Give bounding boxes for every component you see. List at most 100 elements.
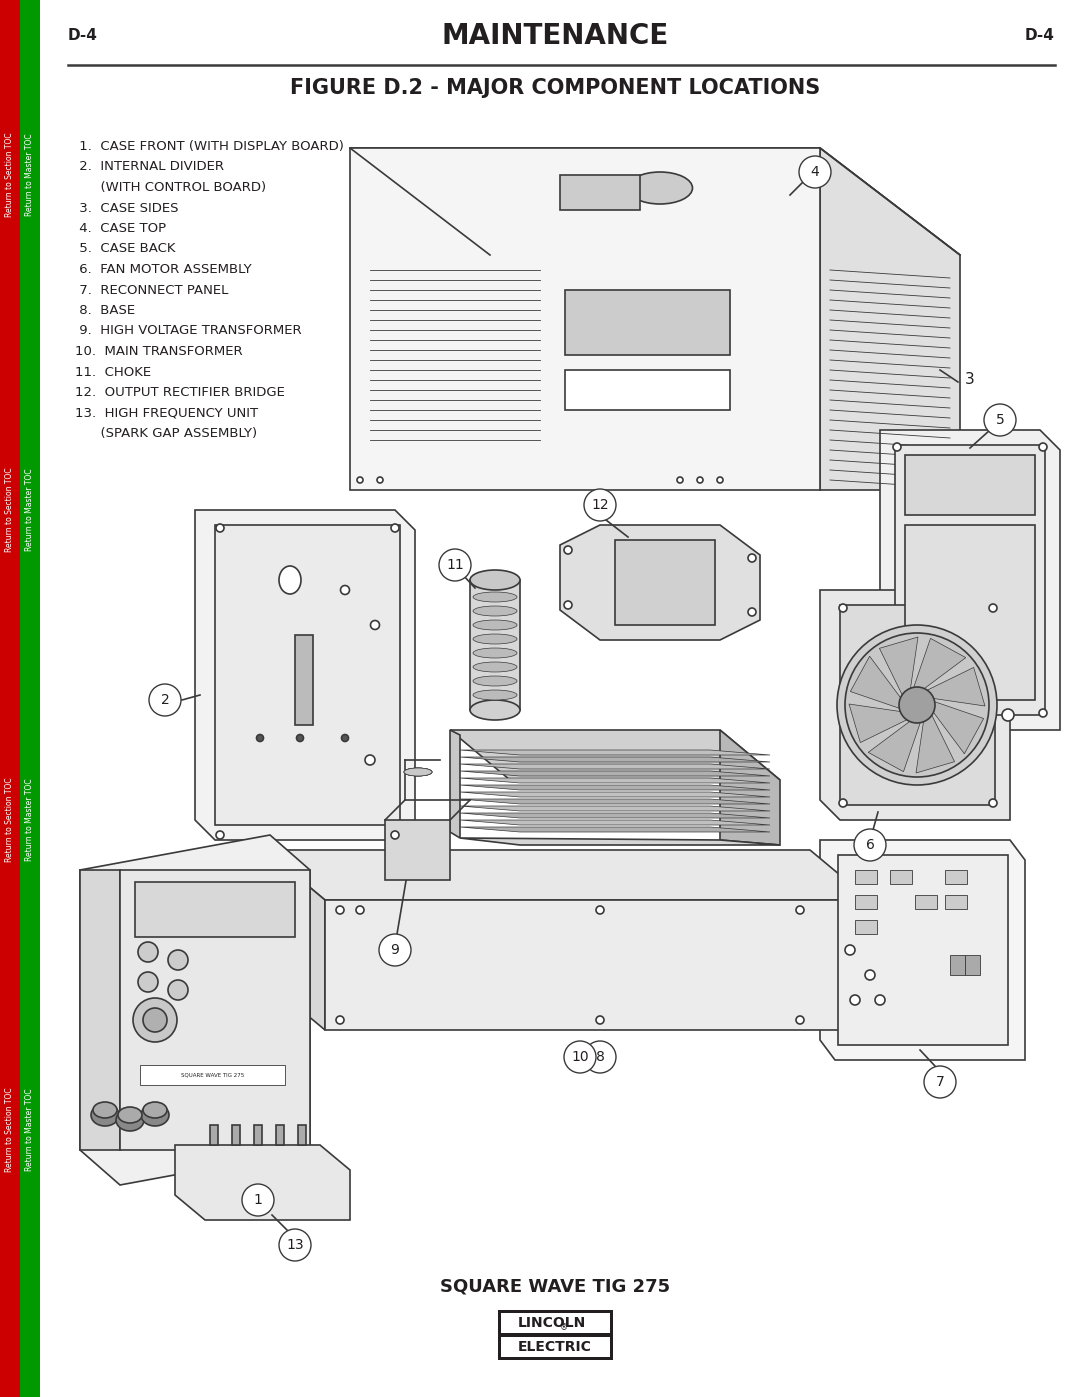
Circle shape xyxy=(149,685,181,717)
Ellipse shape xyxy=(404,768,432,775)
Bar xyxy=(140,1065,285,1085)
Bar xyxy=(561,175,640,210)
Bar xyxy=(232,1125,240,1146)
Text: 8.  BASE: 8. BASE xyxy=(75,305,135,317)
Circle shape xyxy=(138,972,158,992)
Circle shape xyxy=(138,942,158,963)
Polygon shape xyxy=(80,870,120,1150)
Text: 5.  CASE BACK: 5. CASE BACK xyxy=(75,243,175,256)
Circle shape xyxy=(596,1016,604,1024)
Polygon shape xyxy=(460,806,770,812)
Circle shape xyxy=(748,555,756,562)
Text: 6: 6 xyxy=(865,838,875,852)
Bar xyxy=(855,921,877,935)
Ellipse shape xyxy=(473,634,517,644)
Circle shape xyxy=(845,633,989,777)
Ellipse shape xyxy=(91,1104,119,1126)
Circle shape xyxy=(924,1066,956,1098)
Circle shape xyxy=(143,1009,167,1032)
Circle shape xyxy=(564,601,572,609)
Ellipse shape xyxy=(473,592,517,602)
Bar xyxy=(21,0,40,1397)
Circle shape xyxy=(133,997,177,1042)
Text: 4: 4 xyxy=(811,165,820,179)
Text: (WITH CONTROL BOARD): (WITH CONTROL BOARD) xyxy=(75,182,266,194)
Text: SQUARE WAVE TIG 275: SQUARE WAVE TIG 275 xyxy=(440,1278,670,1296)
Circle shape xyxy=(564,546,572,555)
Circle shape xyxy=(216,524,224,532)
Text: 2: 2 xyxy=(161,693,170,707)
Polygon shape xyxy=(350,148,960,256)
Circle shape xyxy=(1039,710,1047,717)
Circle shape xyxy=(893,443,901,451)
Polygon shape xyxy=(195,510,415,840)
Bar xyxy=(501,1337,610,1356)
Polygon shape xyxy=(849,704,910,743)
Polygon shape xyxy=(460,750,770,754)
Ellipse shape xyxy=(116,1109,144,1132)
Circle shape xyxy=(893,710,901,717)
Polygon shape xyxy=(820,590,1010,820)
Ellipse shape xyxy=(473,676,517,686)
Circle shape xyxy=(697,476,703,483)
Circle shape xyxy=(341,735,349,742)
Polygon shape xyxy=(460,785,770,789)
Circle shape xyxy=(989,799,997,807)
Circle shape xyxy=(1002,710,1014,721)
Text: 12.  OUTPUT RECTIFIER BRIDGE: 12. OUTPUT RECTIFIER BRIDGE xyxy=(75,386,285,400)
Ellipse shape xyxy=(470,570,519,590)
Circle shape xyxy=(984,404,1016,436)
Circle shape xyxy=(796,907,804,914)
Text: 9: 9 xyxy=(391,943,400,957)
Polygon shape xyxy=(175,1146,350,1220)
Bar xyxy=(950,956,966,975)
Bar xyxy=(254,1125,262,1146)
Circle shape xyxy=(717,476,723,483)
Bar xyxy=(470,580,519,710)
Circle shape xyxy=(899,687,935,724)
Text: 1.  CASE FRONT (WITH DISPLAY BOARD): 1. CASE FRONT (WITH DISPLAY BOARD) xyxy=(75,140,343,154)
Polygon shape xyxy=(450,731,460,838)
Bar xyxy=(0,0,21,1397)
Bar xyxy=(895,446,1045,715)
Ellipse shape xyxy=(141,1104,168,1126)
Polygon shape xyxy=(460,820,770,826)
Text: 7.  RECONNECT PANEL: 7. RECONNECT PANEL xyxy=(75,284,228,296)
Circle shape xyxy=(377,476,383,483)
Text: FIGURE D.2 - MAJOR COMPONENT LOCATIONS: FIGURE D.2 - MAJOR COMPONENT LOCATIONS xyxy=(289,78,820,98)
Circle shape xyxy=(379,935,411,965)
Polygon shape xyxy=(120,870,310,1150)
Circle shape xyxy=(391,524,399,532)
Text: 4.  CASE TOP: 4. CASE TOP xyxy=(75,222,166,235)
Circle shape xyxy=(596,907,604,914)
Polygon shape xyxy=(350,148,820,490)
Bar xyxy=(135,882,295,937)
Polygon shape xyxy=(460,764,770,768)
Polygon shape xyxy=(325,900,870,1030)
Circle shape xyxy=(564,1041,596,1073)
Polygon shape xyxy=(820,148,960,490)
Text: Return to Section TOC: Return to Section TOC xyxy=(5,1088,14,1172)
Bar xyxy=(905,525,1035,700)
Circle shape xyxy=(677,476,683,483)
Polygon shape xyxy=(265,849,325,1030)
Circle shape xyxy=(584,489,616,521)
Text: 3: 3 xyxy=(966,373,975,387)
Text: LINCOLN: LINCOLN xyxy=(518,1316,586,1330)
Text: 11: 11 xyxy=(446,557,464,571)
Text: Return to Master TOC: Return to Master TOC xyxy=(26,778,35,862)
Circle shape xyxy=(837,624,997,785)
Circle shape xyxy=(357,476,363,483)
Circle shape xyxy=(989,604,997,612)
Text: 7: 7 xyxy=(935,1076,944,1090)
Bar xyxy=(501,1313,610,1333)
Ellipse shape xyxy=(370,620,379,630)
Polygon shape xyxy=(460,827,770,833)
Text: Return to Section TOC: Return to Section TOC xyxy=(5,468,14,552)
Text: 3.  CASE SIDES: 3. CASE SIDES xyxy=(75,201,178,215)
Bar xyxy=(890,870,912,884)
Circle shape xyxy=(336,907,345,914)
Ellipse shape xyxy=(365,754,375,766)
Polygon shape xyxy=(561,525,760,640)
Ellipse shape xyxy=(473,690,517,700)
